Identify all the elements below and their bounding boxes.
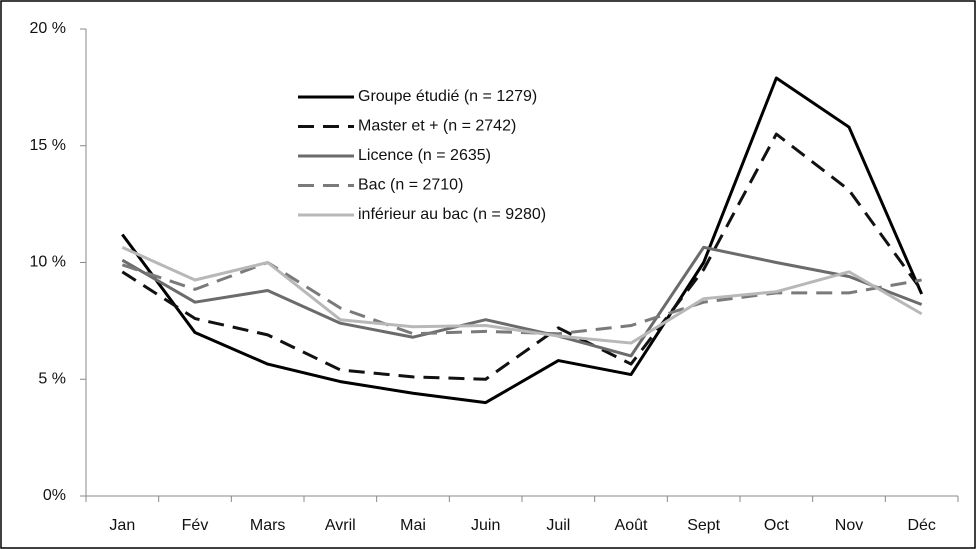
x-tick-label: Déc [907, 517, 935, 534]
x-tick-label: Avril [325, 517, 356, 534]
x-tick-label: Nov [835, 517, 863, 534]
y-tick-label: 10 % [30, 254, 66, 271]
line-series [121, 76, 924, 405]
x-tick-label: Juil [546, 517, 570, 534]
legend-label: inférieur au bac (n = 9280) [358, 206, 546, 223]
x-tick-label: Fév [182, 517, 209, 534]
x-tick-label: Oct [764, 517, 789, 534]
y-tick-label: 5 % [38, 370, 66, 387]
legend-label: Licence (n = 2635) [358, 147, 491, 164]
y-tick-label: 20 % [30, 20, 66, 37]
x-tick-label: Août [615, 517, 648, 534]
legend-label: Master et + (n = 2742) [358, 118, 516, 135]
line-series [121, 132, 923, 381]
line-series [121, 245, 923, 345]
x-tick-label: Mars [250, 517, 286, 534]
line-series [121, 261, 922, 336]
x-tick-label: Juin [471, 517, 500, 534]
legend-label: Groupe étudié (n = 1279) [358, 88, 537, 105]
line-series [121, 245, 923, 358]
legend-label: Bac (n = 2710) [358, 177, 463, 194]
y-tick-label: 15 % [30, 137, 66, 154]
x-tick-label: Jan [109, 517, 135, 534]
x-tick-label: Mai [400, 517, 426, 534]
y-tick-label: 0% [43, 487, 66, 504]
x-tick-label: Sept [687, 517, 720, 534]
